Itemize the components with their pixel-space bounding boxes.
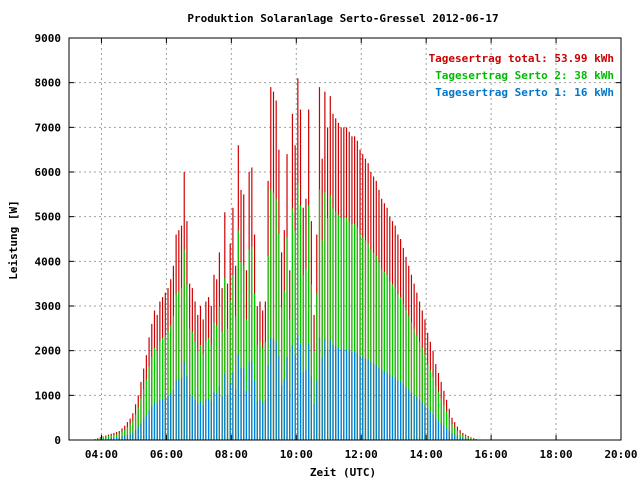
y-tick-label: 6000 bbox=[35, 166, 62, 179]
legend: Tagesertrag total: 53.99 kWh Tagesertrag … bbox=[429, 52, 614, 99]
grid-lines bbox=[69, 38, 621, 440]
y-tick-label: 9000 bbox=[35, 32, 62, 45]
y-tick-label: 0 bbox=[54, 434, 61, 447]
plot-frame bbox=[68, 37, 622, 441]
legend-entry: Tagesertrag Serto 2: 38 kWh bbox=[435, 69, 614, 82]
chart-title: Produktion Solaranlage Serto-Gressel 201… bbox=[187, 12, 498, 25]
x-tick-label: 12:00 bbox=[345, 448, 378, 461]
x-tick-label: 18:00 bbox=[539, 448, 572, 461]
x-axis-label: Zeit (UTC) bbox=[310, 466, 376, 479]
y-tick-label: 5000 bbox=[35, 211, 62, 224]
legend-entry: Tagesertrag total: 53.99 kWh bbox=[429, 52, 614, 65]
x-tick-label: 06:00 bbox=[150, 448, 183, 461]
x-tick-label: 16:00 bbox=[475, 448, 508, 461]
y-axis-label: Leistung [W] bbox=[7, 200, 20, 279]
y-tick-label: 1000 bbox=[35, 389, 62, 402]
y-tick-label: 3000 bbox=[35, 300, 62, 313]
x-tick-label: 20:00 bbox=[604, 448, 637, 461]
y-axis: 0 1000 2000 3000 4000 5000 6000 7000 8000 9000 bbox=[35, 32, 621, 447]
y-tick-label: 2000 bbox=[35, 345, 62, 358]
y-tick-label: 8000 bbox=[35, 77, 62, 90]
y-tick-label: 4000 bbox=[35, 255, 62, 268]
x-axis: 04:00 06:00 08:00 10:00 12:00 14:00 16:00 18:00… bbox=[85, 38, 638, 461]
series-serto1-bars bbox=[94, 335, 480, 440]
x-tick-label: 10:00 bbox=[280, 448, 313, 461]
x-tick-label: 14:00 bbox=[410, 448, 443, 461]
x-tick-label: 04:00 bbox=[85, 448, 118, 461]
legend-entry: Tagesertrag Serto 1: 16 kWh bbox=[435, 86, 614, 99]
x-tick-label: 08:00 bbox=[215, 448, 248, 461]
y-tick-label: 7000 bbox=[35, 121, 62, 134]
